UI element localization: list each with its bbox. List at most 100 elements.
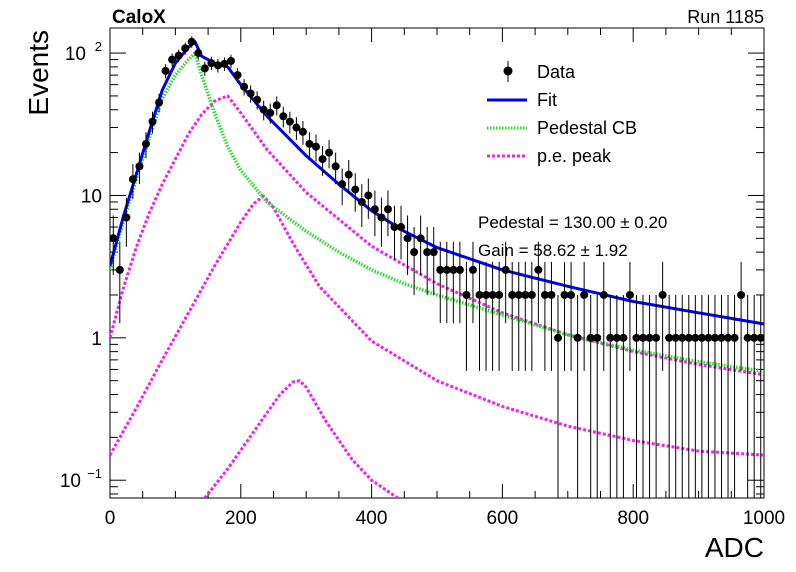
data-marker [586, 333, 595, 342]
data-marker [174, 51, 183, 60]
data-point [593, 294, 602, 498]
data-marker [612, 333, 621, 342]
data-point [220, 57, 229, 71]
data-marker [599, 290, 608, 299]
data-marker [697, 333, 706, 342]
data-marker [619, 333, 628, 342]
data-marker [410, 248, 419, 257]
data-marker [436, 265, 445, 274]
data-point [743, 294, 752, 498]
data-point [194, 47, 203, 60]
data-point [226, 54, 235, 68]
data-point [449, 241, 458, 324]
data-marker [567, 290, 576, 299]
data-marker [547, 290, 556, 299]
data-point [482, 261, 491, 371]
data-marker [527, 290, 536, 299]
data-point [599, 261, 608, 371]
data-marker [390, 223, 399, 232]
y-tick-label: 10 [65, 44, 86, 65]
axis-ticks: 0 200 400 600 800 1000 10 −1 1 10 10 2 [60, 28, 785, 529]
y-tick-label: 10 [60, 471, 81, 492]
data-marker [233, 71, 242, 80]
x-tick-label: 400 [356, 508, 388, 529]
data-marker [632, 333, 641, 342]
data-point [658, 261, 667, 371]
data-point [606, 294, 615, 498]
data-point [619, 294, 628, 498]
data-marker [462, 290, 471, 299]
data-marker [606, 333, 615, 342]
data-marker [213, 61, 222, 70]
data-point [200, 61, 209, 76]
y-tick-label: 1 [91, 329, 102, 350]
data-point [645, 294, 654, 498]
data-point [547, 261, 556, 371]
data-marker [468, 265, 477, 274]
data-marker [671, 333, 680, 342]
data-point [181, 42, 190, 55]
data-point [110, 215, 118, 275]
data-marker [161, 66, 170, 75]
data-point [697, 294, 706, 498]
data-point [560, 261, 569, 371]
data-point [279, 106, 288, 128]
data-point [750, 294, 759, 498]
data-marker [750, 333, 759, 342]
data-marker [521, 290, 530, 299]
curve-pedestal-cb [110, 51, 764, 374]
data-marker [331, 162, 340, 171]
data-point [665, 294, 674, 498]
data-point [213, 58, 222, 73]
data-marker [344, 170, 353, 179]
data-point [148, 111, 157, 134]
data-marker [756, 333, 764, 342]
data-marker [684, 333, 693, 342]
data-point [436, 241, 445, 324]
y-axis-title: Events [23, 30, 54, 116]
legend-label-fit: Fit [537, 90, 557, 110]
legend-label-pe-peak: p.e. peak [537, 146, 612, 166]
data-marker [423, 248, 432, 257]
data-marker [678, 333, 687, 342]
data-point [141, 132, 150, 159]
x-tick-label: 600 [487, 508, 519, 529]
x-tick-label: 1000 [743, 508, 785, 529]
data-marker [691, 333, 700, 342]
legend-marker-data [503, 66, 513, 76]
data-marker [717, 333, 726, 342]
data-marker [743, 333, 752, 342]
data-marker [240, 82, 249, 91]
data-marker [416, 234, 425, 243]
data-marker [292, 123, 301, 132]
data-marker [220, 59, 229, 68]
data-marker [737, 290, 746, 299]
data-marker [397, 223, 406, 232]
data-point [639, 294, 648, 498]
data-point [455, 241, 464, 324]
data-point [364, 178, 373, 219]
data-marker [285, 117, 294, 126]
x-tick-label: 800 [617, 508, 649, 529]
data-marker [652, 333, 661, 342]
data-point [429, 227, 438, 295]
data-point [416, 215, 425, 275]
data-marker [639, 333, 648, 342]
data-marker [573, 333, 582, 342]
x-tick-label: 200 [225, 508, 257, 529]
data-point [710, 294, 719, 498]
data-marker [645, 333, 654, 342]
data-point [397, 205, 406, 260]
data-point [325, 140, 334, 169]
data-point [704, 294, 713, 498]
data-point [508, 261, 517, 371]
data-point [567, 261, 576, 371]
data-point [410, 227, 419, 295]
data-marker [475, 290, 484, 299]
curve-p-e-peak-1 [110, 94, 764, 377]
data-point [272, 96, 281, 116]
data-point [678, 294, 687, 498]
data-point [331, 152, 340, 185]
data-marker [155, 98, 164, 107]
data-marker [704, 333, 713, 342]
